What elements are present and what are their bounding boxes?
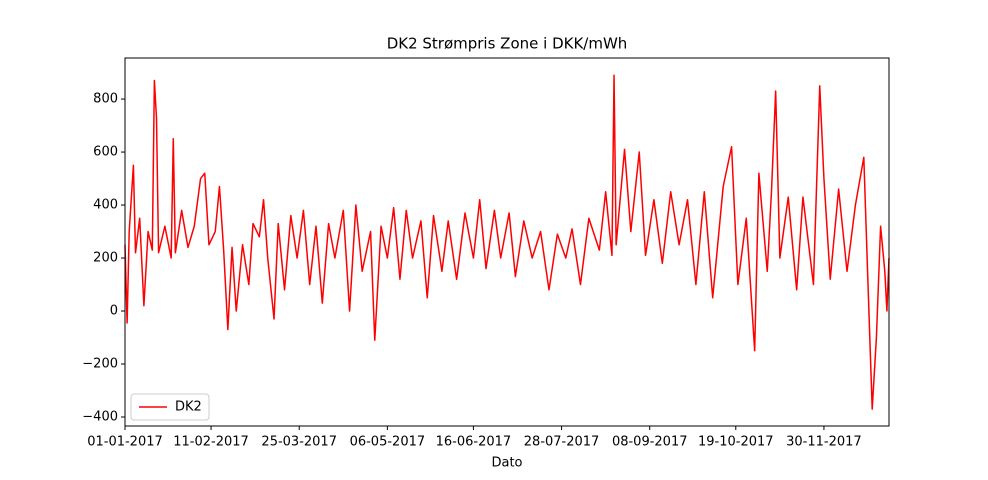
x-tick-label: 25-03-2017: [261, 435, 337, 450]
x-tick-label: 01-01-2017: [87, 435, 163, 450]
x-tick-label: 30-11-2017: [786, 435, 862, 450]
y-tick-label: −400: [82, 409, 118, 424]
line-series: [124, 74, 890, 410]
x-tick-label: 19-10-2017: [698, 435, 774, 450]
x-tick-label: 11-02-2017: [173, 435, 249, 450]
chart-title: DK2 Strømpris Zone i DKK/mWh: [387, 35, 628, 53]
legend-box: [130, 393, 210, 421]
legend-label: DK2: [175, 400, 202, 415]
y-tick-label: 800: [93, 92, 118, 107]
plot-frame: [124, 57, 890, 427]
x-axis-label: Dato: [491, 456, 522, 471]
x-tick-label: 08-09-2017: [612, 435, 688, 450]
x-tick-label: 28-07-2017: [524, 435, 600, 450]
x-tick-label: 06-05-2017: [350, 435, 426, 450]
y-tick-label: 600: [93, 145, 118, 160]
y-tick-label: 200: [93, 251, 118, 266]
y-tick-label: 0: [110, 304, 118, 319]
x-tick-label: 16-06-2017: [436, 435, 512, 450]
y-tick-label: 400: [93, 198, 118, 213]
y-tick-label: −200: [82, 357, 118, 372]
